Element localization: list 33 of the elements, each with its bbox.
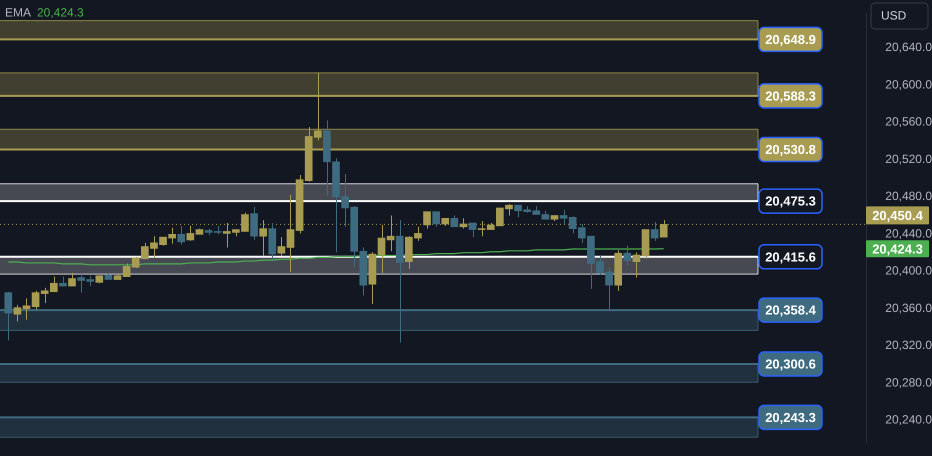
ref-line-label: 20,648.9 [765,32,816,47]
ref-line-label: 20,243.3 [765,410,816,425]
y-tick-label: 20,520.0 [885,152,932,166]
candlestick [250,206,258,240]
y-tick-label: 20,240.0 [885,412,932,427]
candlestick [468,222,476,238]
ref-line-label: 20,300.6 [765,356,816,372]
y-tick-label: 20,480.0 [885,189,932,204]
y-tick-label: 20,320.0 [885,338,932,352]
candlestick [432,211,440,228]
y-tick-label: 20,640.0 [885,40,932,54]
candlestick [623,245,632,266]
y-tick-label: 20,400.0 [885,264,932,278]
candlestick [68,272,76,287]
y-tick-label: 20,560.0 [885,114,932,129]
y-tick-label: 20,440.0 [885,226,932,240]
candlestick [59,276,67,287]
ref-line-label: 20,415.6 [765,249,816,264]
y-tick-label: 20,280.0 [885,375,932,390]
ref-line-label: 20,588.3 [765,88,816,104]
candlestick [177,225,186,246]
candlestick [450,215,458,228]
y-tick-label: 20,600.0 [885,77,932,92]
ref-line-label: 20,530.8 [765,142,816,158]
annotation: EMA [5,5,32,20]
text: 20,424.3 [872,241,923,256]
annotation: 20,424.3 [37,5,84,20]
ref-line-label: 20,475.3 [765,194,816,209]
candlestick [650,222,658,242]
y-tick-label: 20,360.0 [885,300,932,315]
ref-line-label: 20,358.4 [765,302,817,318]
text: USD [881,8,907,22]
ref-line-label: 20,450.4 [872,208,924,223]
